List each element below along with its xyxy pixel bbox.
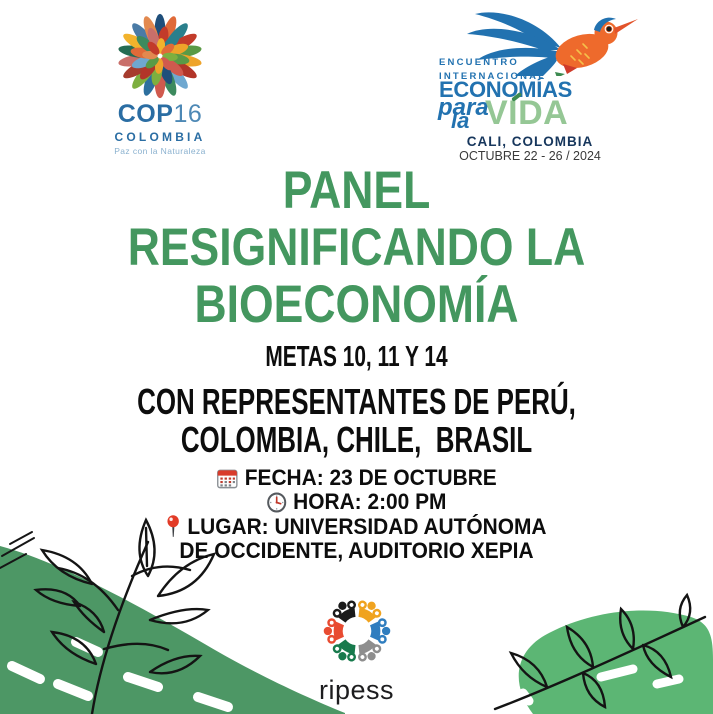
clock-icon: [267, 491, 287, 513]
title-line1: PANEL: [282, 161, 431, 220]
cop16-number: 16: [173, 100, 203, 128]
bird-chest-speckles: [570, 43, 590, 65]
lugar-text-line2: DE OCCIDENTE, AUDITORIO XEPIA: [179, 538, 534, 563]
cop16-tagline: Paz con la Naturaleza: [114, 146, 206, 156]
event-kicker: ENCUENTRO INTERNACIONAL: [439, 56, 546, 85]
participants-line1: CON REPRESENTANTES DE PERÚ,: [137, 381, 576, 422]
ripess-figure-yellow: [357, 600, 381, 623]
detail-lugar-cont: DE OCCIDENTE, AUDITORIO XEPIA: [18, 539, 695, 563]
bird-red-feather: [563, 64, 577, 74]
kicker-line1: ENCUENTRO: [439, 57, 519, 68]
bird-eye: [606, 26, 612, 32]
blob-left-shape: [0, 546, 345, 714]
hummingbird-icon: [467, 12, 638, 76]
bird-green-feather: [555, 72, 565, 76]
ripess-figure-blue: [369, 618, 390, 644]
flower-outer-petals: [118, 13, 202, 99]
participants-text: CON REPRESENTANTES DE PERÚ, COLOMBIA, CH…: [100, 383, 613, 459]
bird-body: [555, 33, 609, 69]
event-details: FECHA: 23 DE OCTUBRE HORA: 2:00 PM LU: [0, 466, 713, 563]
participants-line2: COLOMBIA, CHILE, BRASIL: [180, 419, 533, 460]
cop16-wordmark: COP16: [96, 102, 224, 127]
wordmark-economias: ECONOMÍAS: [439, 77, 572, 102]
detail-hora: HORA: 2:00 PM: [18, 490, 695, 514]
ripess-wordmark: ripess: [318, 675, 395, 705]
event-city: CALI, COLOMBIA: [466, 134, 594, 149]
detail-lugar: LUGAR: UNIVERSIDAD AUTÓNOMA: [18, 514, 695, 539]
metas-subtitle: METAS 10, 11 Y 14: [265, 341, 448, 373]
ripess-figure-red: [323, 618, 344, 644]
title-line3: BIOECONOMÍA: [194, 275, 519, 334]
branch-line-art: [493, 592, 707, 711]
cop16-cop: COP: [117, 100, 174, 128]
fecha-text: FECHA: 23 DE OCTUBRE: [244, 465, 497, 490]
wordmark-la: la: [451, 108, 470, 133]
pin-icon: [167, 515, 180, 537]
bird-beak: [614, 19, 638, 34]
detail-fecha: FECHA: 23 DE OCTUBRE: [18, 466, 695, 490]
lugar-text-line1: LUGAR: UNIVERSIDAD AUTÓNOMA: [187, 513, 547, 539]
hora-text: HORA: 2:00 PM: [293, 489, 447, 514]
cop16-country: COLOMBIA: [114, 130, 206, 144]
calendar-icon: [216, 469, 238, 488]
cop16-flower-icon: [118, 13, 202, 99]
ripess-figure-gray: [357, 639, 381, 662]
economias-para-la-vida-logo: ENCUENTRO INTERNACIONAL ECONOMÍAS para l…: [425, 6, 655, 166]
wordmark-para: para: [438, 94, 489, 121]
ripess-emblem-icon: [323, 600, 390, 662]
ripess-figure-green: [332, 639, 356, 662]
poster-title: PANEL RESIGNIFICANDO LA BIOECONOMÍA: [57, 162, 656, 333]
bird-crown: [594, 17, 616, 32]
event-dates: OCTUBRE 22 - 26 / 2024: [459, 149, 601, 163]
flower-inner-petals: [142, 38, 178, 74]
bird-wings: [467, 12, 561, 76]
blob-left-hatch-lines: [0, 531, 35, 569]
cop16-logo: COP16 COLOMBIA Paz con la Naturaleza: [96, 12, 224, 156]
kicker-line2: INTERNACIONAL: [439, 71, 547, 83]
bottom-right-green-blob: [493, 592, 713, 714]
plant-line-art: [33, 517, 217, 714]
ripess-logo: ripess: [0, 588, 713, 706]
bottom-left-green-blob: [0, 517, 345, 714]
title-line2: RESIGNIFICANDO LA: [127, 218, 586, 277]
wordmark-vida: VIDA: [485, 94, 569, 132]
ripess-figure-black: [332, 600, 356, 623]
